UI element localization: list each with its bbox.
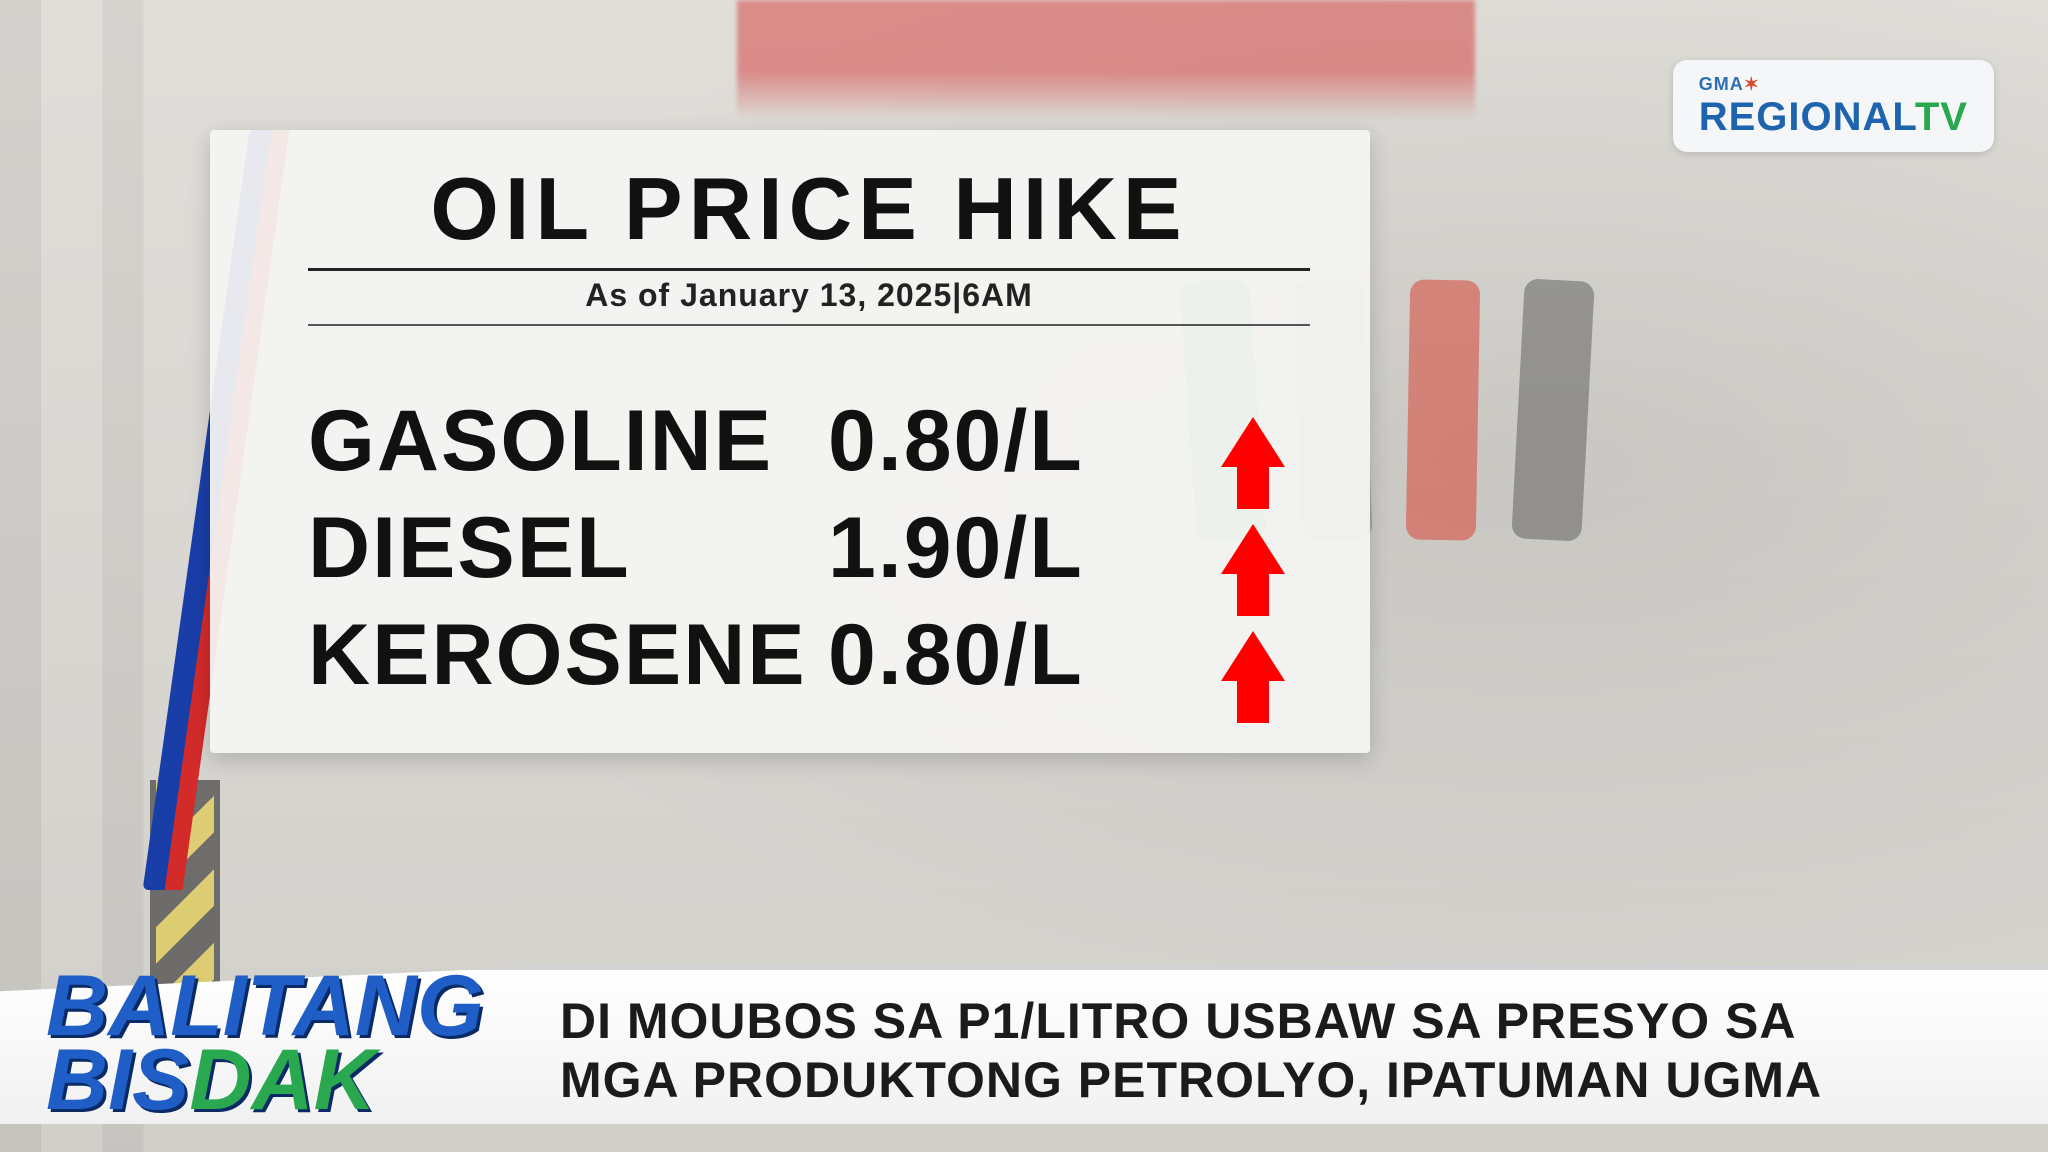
price-row-kerosene: KEROSENE 0.80/L	[308, 606, 1310, 705]
price-row-gasoline: GASOLINE 0.80/L	[308, 392, 1310, 491]
headline-line1: DI MOUBOS SA P1/LITRO USBAW SA PRESYO SA	[560, 992, 2008, 1051]
price-row-diesel: DIESEL 1.90/L	[308, 499, 1310, 598]
panel-asof: As of January 13, 2025|6AM	[308, 277, 1310, 326]
program-logo-line2: BISDAK	[46, 1044, 484, 1118]
arrow-up-icon	[1221, 417, 1285, 467]
headline-text: DI MOUBOS SA P1/LITRO USBAW SA PRESYO SA…	[560, 992, 2008, 1110]
fuel-price: 1.90/L	[828, 499, 1208, 598]
arrow-up-icon	[1221, 631, 1285, 681]
network-badge-gma: GMA✶	[1699, 74, 1968, 95]
broadcast-frame: GREEN GAS-E10 NeuTECH-E10 GMA✶ REGIONALT…	[0, 0, 2048, 1152]
fuel-price: 0.80/L	[828, 392, 1208, 491]
network-badge: GMA✶ REGIONALTV	[1673, 60, 1994, 152]
lower-third: BALITANG BISDAK DI MOUBOS SA P1/LITRO US…	[0, 934, 2048, 1124]
fuel-label: GASOLINE	[308, 392, 828, 491]
fuel-label: DIESEL	[308, 499, 828, 598]
network-badge-regionaltv: REGIONALTV	[1699, 95, 1968, 140]
fuel-label: KEROSENE	[308, 606, 828, 705]
panel-title: OIL PRICE HIKE	[308, 158, 1310, 271]
arrow-up-icon	[1221, 524, 1285, 574]
program-logo: BALITANG BISDAK	[46, 970, 484, 1118]
background-red-strip	[737, 0, 1474, 120]
fuel-price: 0.80/L	[828, 606, 1208, 705]
oil-price-panel: OIL PRICE HIKE As of January 13, 2025|6A…	[210, 130, 1370, 753]
headline-line2: MGA PRODUKTONG PETROLYO, IPATUMAN UGMA	[560, 1051, 2008, 1110]
